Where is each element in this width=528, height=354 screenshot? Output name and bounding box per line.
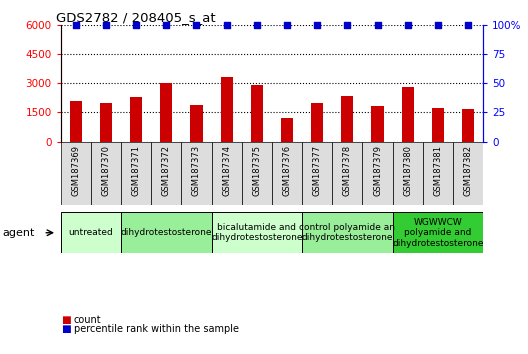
Bar	[70, 101, 82, 142]
Point	[373, 22, 382, 28]
Text: GSM187370: GSM187370	[101, 145, 110, 196]
Text: ■: ■	[61, 324, 70, 334]
Text: GSM187369: GSM187369	[71, 145, 80, 196]
Point	[132, 22, 140, 28]
Text: GSM187376: GSM187376	[282, 145, 291, 196]
Text: GSM187381: GSM187381	[433, 145, 442, 196]
Bar	[362, 142, 393, 205]
Bar	[311, 103, 323, 142]
Point	[313, 22, 322, 28]
Bar	[212, 212, 302, 253]
Point	[343, 22, 352, 28]
Text: percentile rank within the sample: percentile rank within the sample	[74, 324, 239, 334]
Text: GSM187378: GSM187378	[343, 145, 352, 196]
Bar	[393, 142, 423, 205]
Bar	[61, 142, 91, 205]
Bar	[432, 108, 444, 142]
Point	[464, 22, 472, 28]
Bar	[100, 103, 112, 142]
Point	[222, 22, 231, 28]
Text: agent: agent	[3, 228, 35, 238]
Point	[72, 22, 80, 28]
Bar	[151, 142, 182, 205]
Text: GSM187380: GSM187380	[403, 145, 412, 196]
Text: GSM187373: GSM187373	[192, 145, 201, 196]
Text: dihydrotestosterone: dihydrotestosterone	[120, 228, 212, 237]
Bar	[341, 96, 353, 142]
Text: control polyamide an
dihydrotestosterone: control polyamide an dihydrotestosterone	[299, 223, 395, 242]
Bar	[130, 97, 142, 142]
Point	[162, 22, 171, 28]
Bar	[402, 87, 414, 142]
Bar	[242, 142, 272, 205]
Point	[252, 22, 261, 28]
Bar	[251, 85, 263, 142]
Text: GSM187382: GSM187382	[464, 145, 473, 196]
Bar	[272, 142, 302, 205]
Text: GSM187379: GSM187379	[373, 145, 382, 196]
Text: GSM187377: GSM187377	[313, 145, 322, 196]
Point	[102, 22, 110, 28]
Bar	[61, 212, 121, 253]
Bar	[281, 118, 293, 142]
Bar	[121, 142, 151, 205]
Text: ■: ■	[61, 315, 70, 325]
Text: GSM187372: GSM187372	[162, 145, 171, 196]
Bar	[121, 212, 212, 253]
Bar	[302, 142, 332, 205]
Text: count: count	[74, 315, 101, 325]
Bar	[372, 105, 383, 142]
Bar	[332, 142, 362, 205]
Point	[403, 22, 412, 28]
Bar	[453, 142, 483, 205]
Point	[433, 22, 442, 28]
Text: untreated: untreated	[69, 228, 114, 237]
Text: bicalutamide and
dihydrotestosterone: bicalutamide and dihydrotestosterone	[211, 223, 303, 242]
Bar	[161, 83, 172, 142]
Text: GDS2782 / 208405_s_at: GDS2782 / 208405_s_at	[56, 11, 216, 24]
Point	[283, 22, 291, 28]
Text: GSM187371: GSM187371	[131, 145, 140, 196]
Text: GSM187375: GSM187375	[252, 145, 261, 196]
Bar	[302, 212, 393, 253]
Point	[192, 22, 201, 28]
Bar	[423, 142, 453, 205]
Bar	[221, 78, 233, 142]
Bar	[212, 142, 242, 205]
Bar	[91, 142, 121, 205]
Text: GSM187374: GSM187374	[222, 145, 231, 196]
Bar	[191, 105, 203, 142]
Bar	[393, 212, 483, 253]
Text: WGWWCW
polyamide and
dihydrotestosterone: WGWWCW polyamide and dihydrotestosterone	[392, 218, 484, 248]
Bar	[182, 142, 212, 205]
Bar	[462, 108, 474, 142]
